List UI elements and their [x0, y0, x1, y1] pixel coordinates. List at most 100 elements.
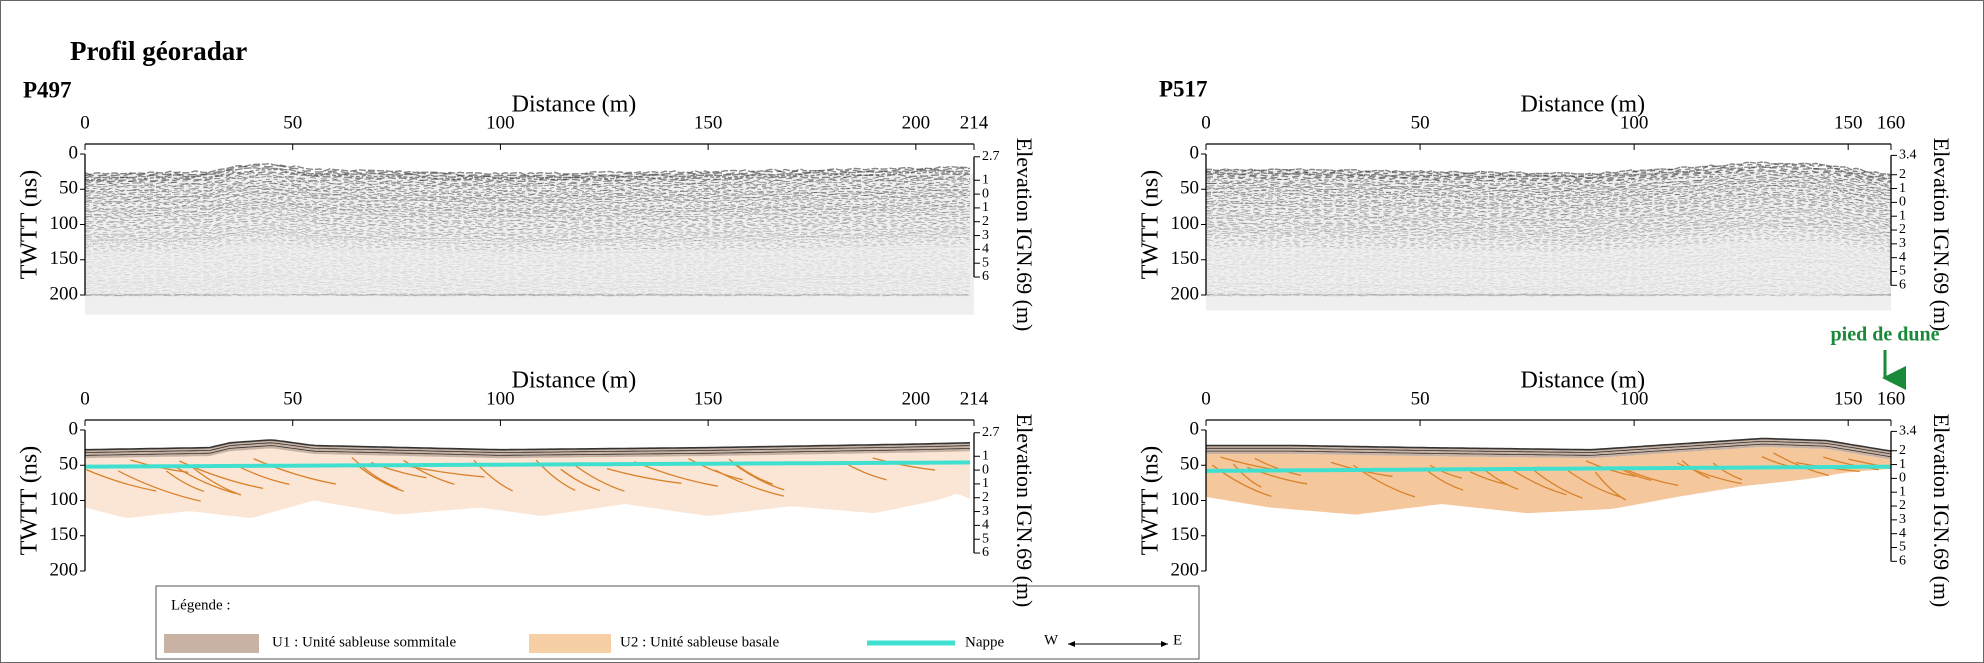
- y-axis-title: TWTT (ns): [17, 446, 43, 556]
- radar-trace: [1205, 212, 1892, 228]
- radar-trace: [84, 255, 971, 267]
- radar-trace: [84, 195, 971, 209]
- x-tick-label: 0: [1201, 388, 1211, 409]
- bedding: [606, 468, 682, 484]
- x-tick-label: 214: [960, 112, 989, 133]
- y2-tick-label: 2: [1899, 443, 1906, 458]
- profile-name: P517: [1159, 76, 1208, 101]
- x-tick-label: 200: [902, 388, 931, 409]
- y-tick-label: 150: [1171, 524, 1200, 545]
- radar-trace: [84, 252, 971, 265]
- x-tick-label: 0: [1201, 112, 1211, 133]
- radar-trace: [1205, 235, 1892, 249]
- radar-trace: [84, 259, 971, 272]
- radar-background: [1206, 169, 1891, 311]
- y2-tick-label: 2: [982, 490, 989, 505]
- y-tick-label: 100: [1171, 489, 1200, 510]
- radar-trace: [1205, 269, 1892, 284]
- radar-trace: [84, 222, 971, 234]
- y2-tick-label: 6: [982, 545, 989, 560]
- y-tick-label: 150: [50, 248, 79, 269]
- radar-trace: [1205, 258, 1892, 274]
- x-tick-label: 160: [1877, 388, 1906, 409]
- radar-trace: [84, 226, 971, 240]
- radar-trace: [1205, 282, 1892, 297]
- y2-tick-label: 2: [982, 214, 989, 229]
- y2-tick-label: 6: [982, 269, 989, 284]
- radar-trace: [1206, 186, 1892, 201]
- x-tick-label: 50: [1411, 388, 1430, 409]
- radar-trace: [84, 170, 970, 183]
- y2-tick-label: 3.4: [1899, 148, 1917, 163]
- surface-line: [1206, 443, 1892, 458]
- radar-trace: [1205, 293, 1892, 297]
- radar-trace: [84, 264, 971, 276]
- x-tick-label: 214: [960, 388, 989, 409]
- bedding: [688, 457, 743, 481]
- radar-trace: [85, 245, 971, 258]
- x-tick-label: 50: [283, 112, 302, 133]
- radar-trace: [1205, 163, 1892, 178]
- y2-tick-label: 0: [1899, 195, 1906, 210]
- radar-trace: [1205, 180, 1892, 194]
- radar-trace: [1205, 261, 1892, 276]
- east-label: E: [1173, 632, 1182, 648]
- radar-trace: [1205, 237, 1892, 252]
- y2-tick-label: 0: [982, 462, 989, 477]
- legend-title: Légende :: [171, 597, 231, 613]
- radar-trace: [1205, 227, 1892, 242]
- radar-trace: [84, 269, 971, 282]
- unit-u1: [85, 440, 970, 459]
- radar-trace: [84, 232, 971, 245]
- y2-tick-label: 1: [982, 448, 989, 463]
- radar-trace: [1205, 225, 1892, 241]
- radar-trace: [1205, 222, 1892, 238]
- y2-tick-label: 0: [1899, 471, 1906, 486]
- nappe: [84, 460, 971, 469]
- radar-trace: [84, 239, 971, 251]
- radar-trace: [84, 250, 971, 264]
- radar-trace: [84, 271, 971, 284]
- radar-trace: [84, 284, 971, 297]
- y-tick-label: 200: [1171, 283, 1200, 304]
- y2-axis-title: Elevation IGN.69 (m): [1929, 414, 1954, 608]
- y2-tick-label: 1: [1899, 208, 1906, 223]
- radar-trace: [1205, 278, 1892, 293]
- y2-tick-label: 2: [1899, 222, 1906, 237]
- y2-tick-label: 2.7: [982, 149, 1000, 164]
- radar-trace: [84, 287, 971, 297]
- radar-trace: [1206, 161, 1892, 176]
- radar-trace: [1205, 229, 1892, 244]
- radar-trace: [84, 281, 971, 295]
- x-axis-title: Distance (m): [1520, 368, 1645, 394]
- figure-title: Profil géoradar: [70, 36, 247, 66]
- y-tick-label: 0: [1190, 142, 1200, 163]
- x-tick-label: 50: [1411, 112, 1430, 133]
- radar-trace: [1205, 199, 1892, 215]
- legend-swatch: [164, 634, 259, 653]
- x-tick-label: 160: [1877, 112, 1906, 133]
- radar-trace: [1205, 224, 1892, 238]
- bedding: [172, 464, 237, 495]
- radar-trace: [1205, 194, 1892, 208]
- bedding: [190, 465, 242, 496]
- radar-trace: [84, 244, 971, 256]
- radar-trace: [1205, 201, 1892, 216]
- radar-trace: [1205, 264, 1892, 280]
- y2-tick-label: 6: [1899, 554, 1906, 569]
- legend-label: U1 : Unité sableuse sommitale: [272, 634, 456, 650]
- annotation: pied de dune: [1831, 324, 1940, 346]
- radar-trace: [1205, 239, 1892, 255]
- radar-trace: [1205, 293, 1892, 297]
- y2-tick-label: 6: [1899, 278, 1906, 293]
- bedding: [732, 462, 785, 491]
- x-tick-label: 150: [694, 112, 723, 133]
- profile-name: P497: [23, 77, 72, 102]
- y2-tick-label: 5: [982, 531, 989, 546]
- radar-trace: [84, 258, 971, 271]
- radar-trace: [1205, 293, 1892, 297]
- bedding: [1429, 464, 1463, 479]
- y2-tick-label: 1: [1899, 181, 1906, 196]
